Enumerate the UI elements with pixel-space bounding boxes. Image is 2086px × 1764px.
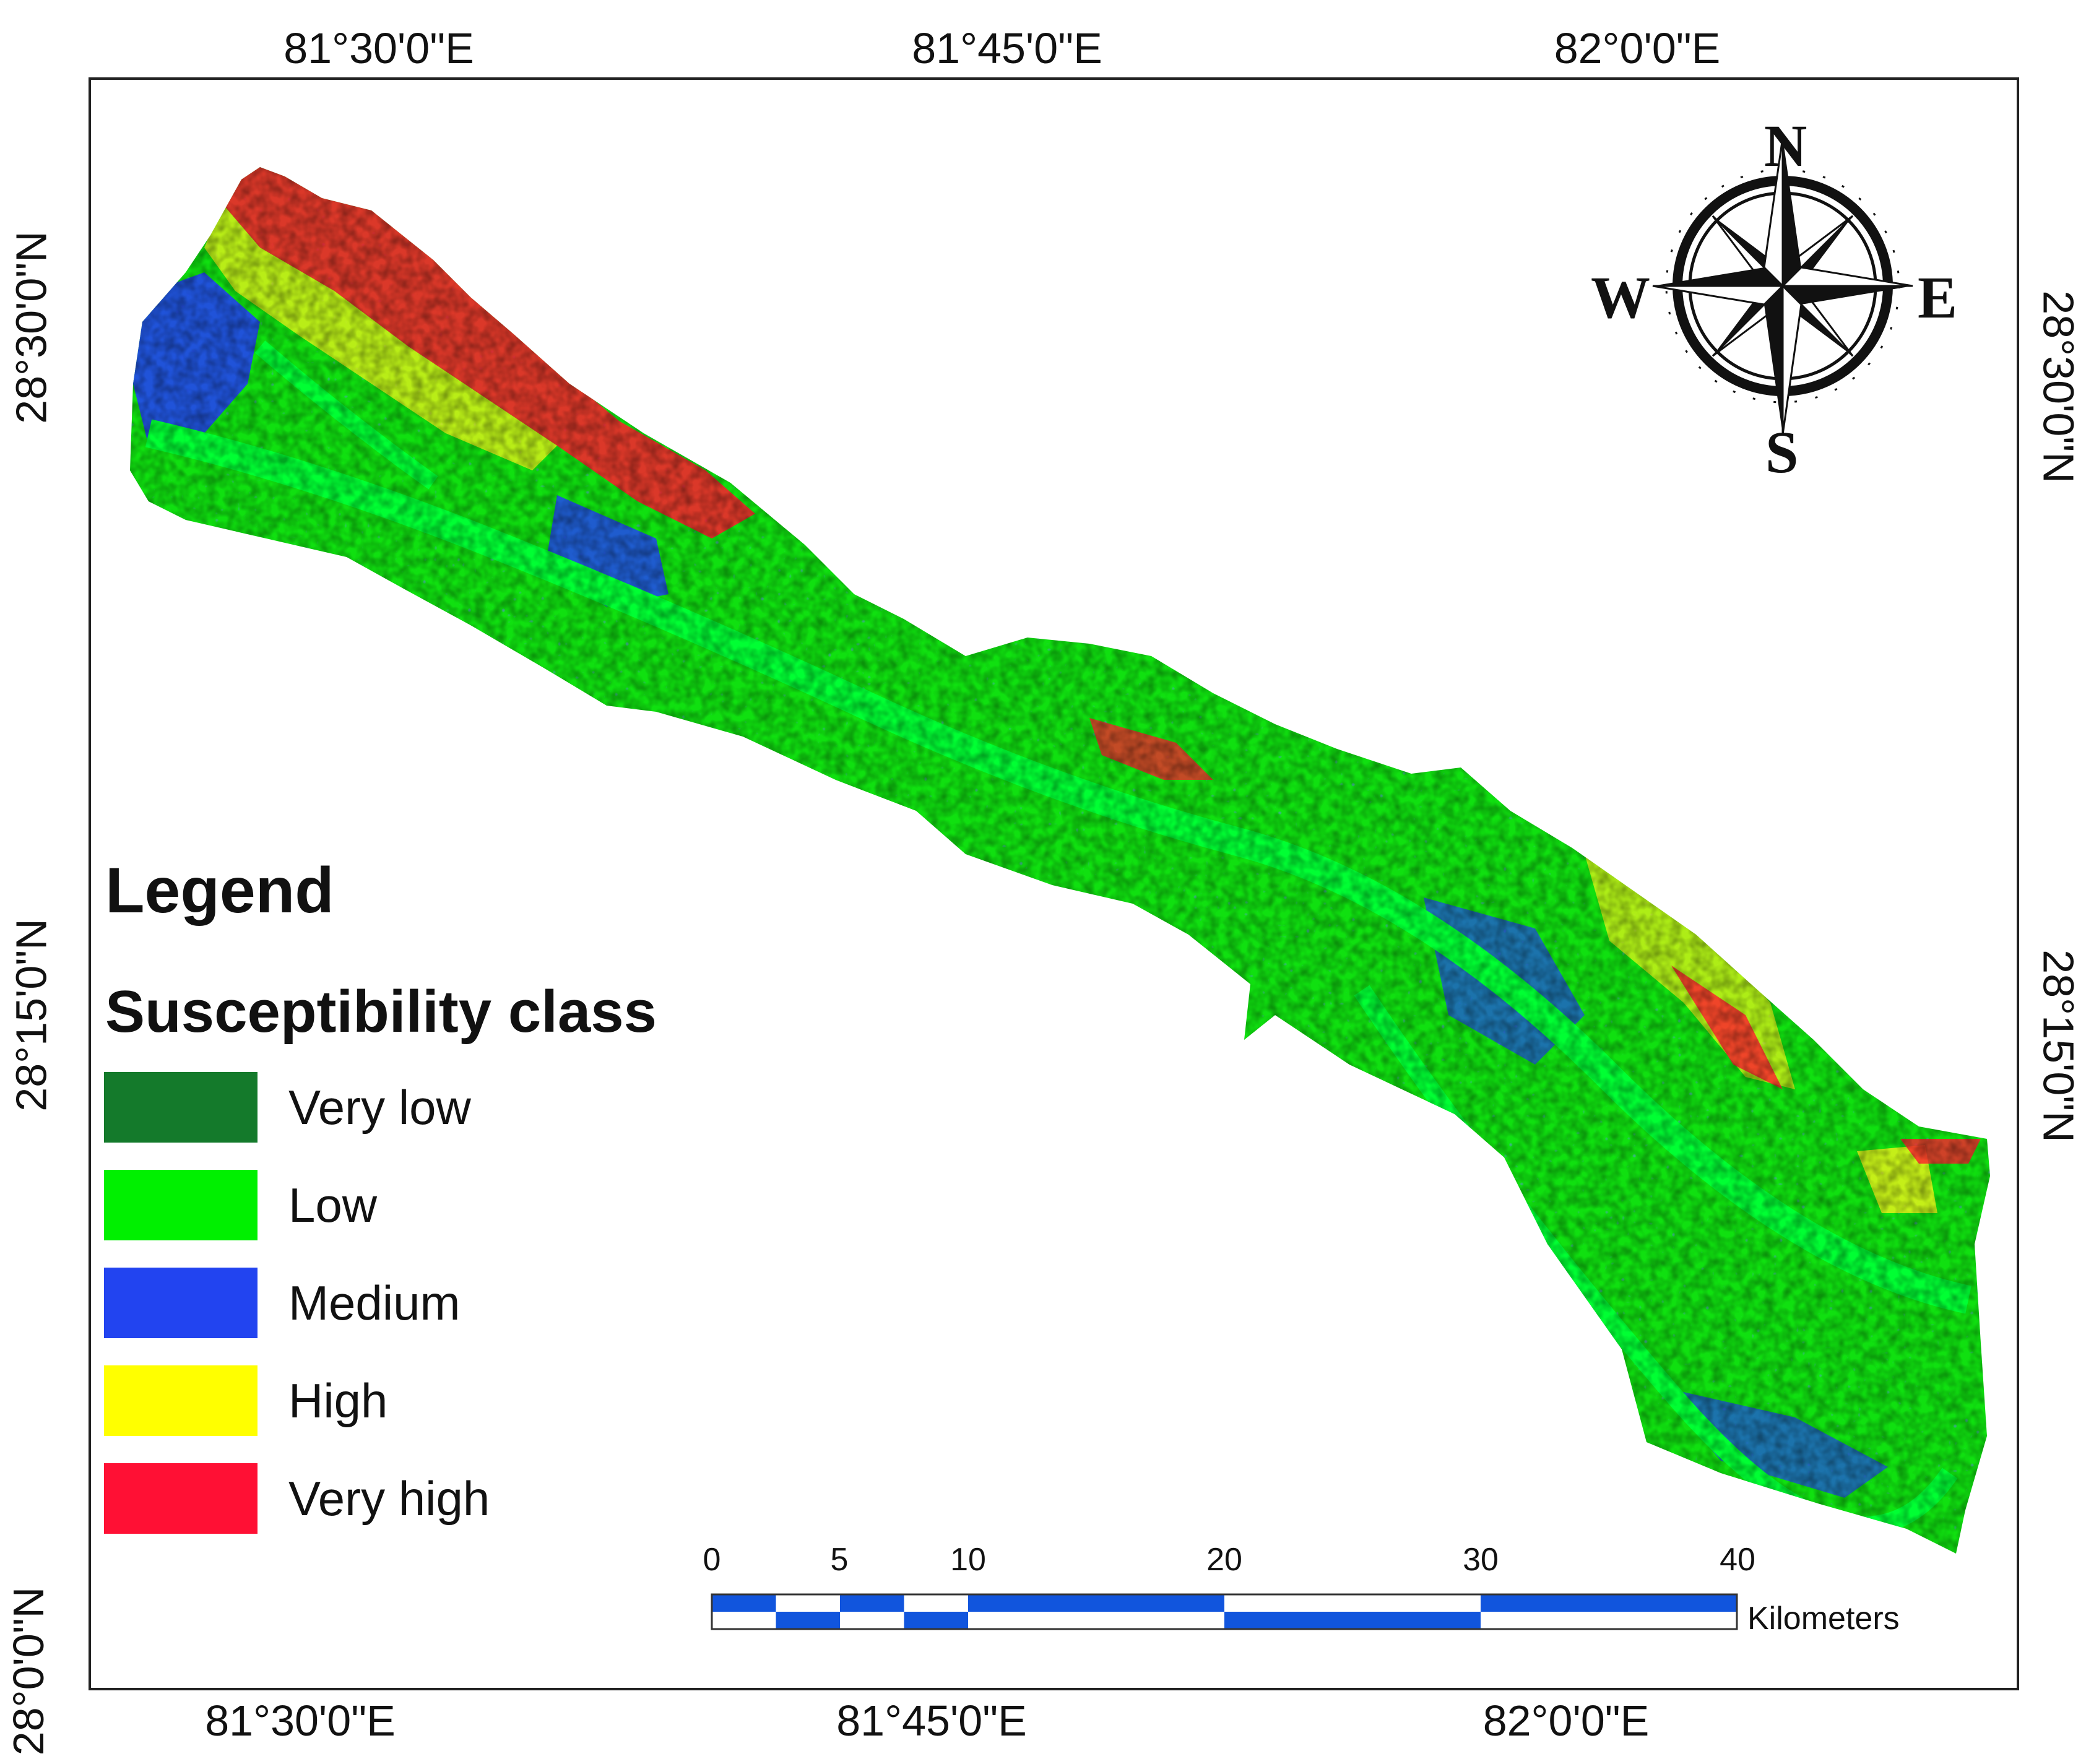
bottom-lon-label-2: 81°45'0"E xyxy=(836,1697,1027,1745)
susceptibility-raster xyxy=(130,167,1990,1554)
legend-item-low: Low xyxy=(104,1170,377,1240)
legend-item-medium: Medium xyxy=(104,1268,460,1338)
scale-segment-lower xyxy=(904,1612,968,1629)
compass-rose-icon xyxy=(1652,137,1913,435)
legend-item-very-low: Very low xyxy=(104,1072,471,1143)
compass-n-label: N xyxy=(1764,113,1807,179)
scale-bar xyxy=(711,1593,1738,1630)
compass-e-label: E xyxy=(1918,264,1958,331)
legend-item-high: High xyxy=(104,1365,387,1436)
legend-label-high: High xyxy=(288,1373,388,1428)
basin-texture xyxy=(130,167,1990,1554)
legend-label-medium: Medium xyxy=(288,1275,461,1330)
scale-segment-lower xyxy=(1224,1612,1481,1629)
left-lat-label-2: 28°15'0"N xyxy=(7,919,56,1112)
right-lat-label-1: 28°30'0"N xyxy=(2034,290,2083,483)
scale-segment-upper xyxy=(1224,1594,1481,1612)
scale-segment-upper xyxy=(712,1594,776,1612)
scale-tick-0: 0 xyxy=(703,1542,721,1578)
legend-label-very-high: Very high xyxy=(288,1471,490,1526)
scale-bar-outline xyxy=(711,1593,1738,1630)
scale-segment-lower xyxy=(712,1612,776,1629)
left-lat-label-3: 28°0'0"N xyxy=(4,1586,53,1756)
scale-segment-lower xyxy=(776,1612,840,1629)
legend-swatch-high xyxy=(104,1365,258,1436)
scale-segment-upper xyxy=(968,1594,1224,1612)
legend-swatch-very-high xyxy=(104,1463,258,1534)
scale-segment-lower xyxy=(1481,1612,1737,1629)
top-lon-label-1: 81°30'0"E xyxy=(283,24,474,72)
scale-segment-upper xyxy=(1481,1594,1737,1612)
scale-tick-10: 10 xyxy=(950,1542,986,1578)
legend-item-very-high: Very high xyxy=(104,1463,490,1534)
map-frame xyxy=(89,77,2019,1690)
left-lat-label-1: 28°30'0"N xyxy=(7,231,56,424)
scale-unit-label: Kilometers xyxy=(1747,1601,1900,1636)
compass-w-label: W xyxy=(1591,264,1650,331)
top-lon-label-2: 81°45'0"E xyxy=(912,24,1102,72)
compass-s-label: S xyxy=(1765,419,1799,485)
bottom-lon-label-3: 82°0'0"E xyxy=(1482,1697,1650,1745)
legend-subtitle: Susceptibility class xyxy=(105,979,657,1045)
legend-swatch-medium xyxy=(104,1268,258,1338)
legend-title: Legend xyxy=(105,855,334,927)
scale-tick-30: 30 xyxy=(1463,1542,1499,1578)
scale-segment-upper xyxy=(840,1594,904,1612)
legend-label-very-low: Very low xyxy=(288,1079,471,1135)
legend-label-low: Low xyxy=(288,1177,378,1232)
scale-segment-lower xyxy=(840,1612,904,1629)
scale-tick-40: 40 xyxy=(1720,1542,1755,1578)
legend-swatch-very-low xyxy=(104,1072,258,1143)
scale-segment-upper xyxy=(904,1594,968,1612)
scale-segment-lower xyxy=(968,1612,1224,1629)
scale-tick-20: 20 xyxy=(1206,1542,1242,1578)
top-lon-label-3: 82°0'0"E xyxy=(1554,24,1721,72)
legend-swatch-low xyxy=(104,1170,258,1240)
scale-segment-upper xyxy=(776,1594,840,1612)
scale-tick-5: 5 xyxy=(830,1542,849,1578)
right-lat-label-2: 28°15'0"N xyxy=(2034,949,2083,1143)
bottom-lon-label-1: 81°30'0"E xyxy=(205,1697,396,1745)
